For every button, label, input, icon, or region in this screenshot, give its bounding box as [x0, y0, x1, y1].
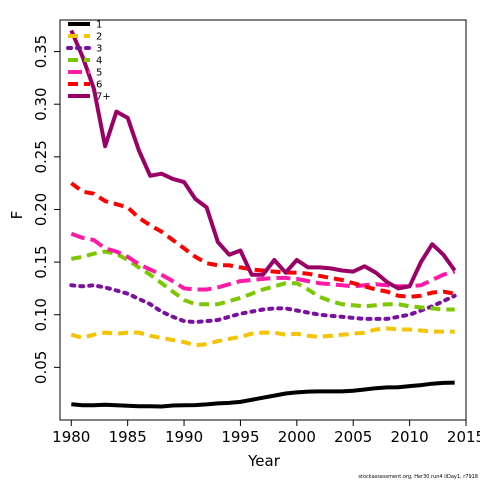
footer-credit: stockassessment.org, Her30 run4 iiDay1, …: [358, 474, 478, 480]
series-line-1: [71, 380, 455, 409]
series-line-2: [70, 326, 455, 348]
x-tick-label: 2005: [334, 428, 372, 446]
legend-label: 1: [96, 20, 102, 31]
x-axis-title: Year: [247, 452, 281, 470]
axes: 1980 1985 1990 1995 2000 2005 2010 2015 0.05 0.10…: [32, 35, 480, 446]
y-tick-label: 0.35: [32, 35, 50, 68]
series-line-7plus: [69, 29, 457, 291]
legend-label: 3: [96, 44, 102, 55]
plot-frame: [59, 19, 467, 421]
legend-label: 4: [96, 56, 102, 67]
series-line-3: [69, 283, 457, 325]
y-tick-label: 0.10: [32, 298, 50, 331]
y-axis-title: F: [8, 211, 26, 220]
y-tick-label: 0.25: [32, 140, 50, 173]
legend-label: 2: [96, 32, 102, 43]
y-tick-label: 0.15: [32, 245, 50, 278]
x-tick-label: 2010: [391, 428, 429, 446]
series-line-4: [70, 249, 455, 312]
x-tick-label: 2015: [447, 428, 480, 446]
y-tick-label: 0.20: [32, 193, 50, 226]
legend-label: 6: [96, 80, 102, 91]
series-line-6: [70, 181, 456, 299]
y-tick-label: 0.05: [32, 351, 50, 384]
x-tick-label: 1980: [52, 428, 90, 446]
x-tick-label: 1990: [165, 428, 203, 446]
legend-label: 5: [96, 68, 102, 79]
x-tick-label: 1985: [109, 428, 147, 446]
x-tick-label: 2000: [278, 428, 316, 446]
x-tick-label: 1995: [221, 428, 259, 446]
legend-label: 7+: [96, 92, 111, 103]
series-layer: [69, 29, 457, 409]
y-tick-label: 0.30: [32, 88, 50, 121]
series-line-5: [70, 231, 456, 292]
